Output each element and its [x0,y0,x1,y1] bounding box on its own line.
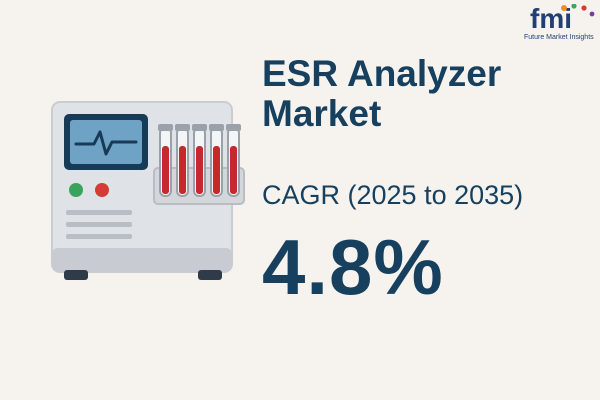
logo-tagline: Future Market Insights [524,34,594,41]
title-line-1: ESR Analyzer [262,53,502,94]
fmi-logo-mark: fmi [530,4,595,34]
cagr-value: 4.8% [262,223,444,311]
cagr-label: CAGR (2025 to 2035) [262,180,524,210]
esr-analyzer-device-icon [51,101,245,280]
fmi-logo[interactable]: fmi Future Market Insights [524,4,596,46]
page-title: ESR Analyzer Market [262,54,501,134]
title-line-2: Market [262,93,382,134]
